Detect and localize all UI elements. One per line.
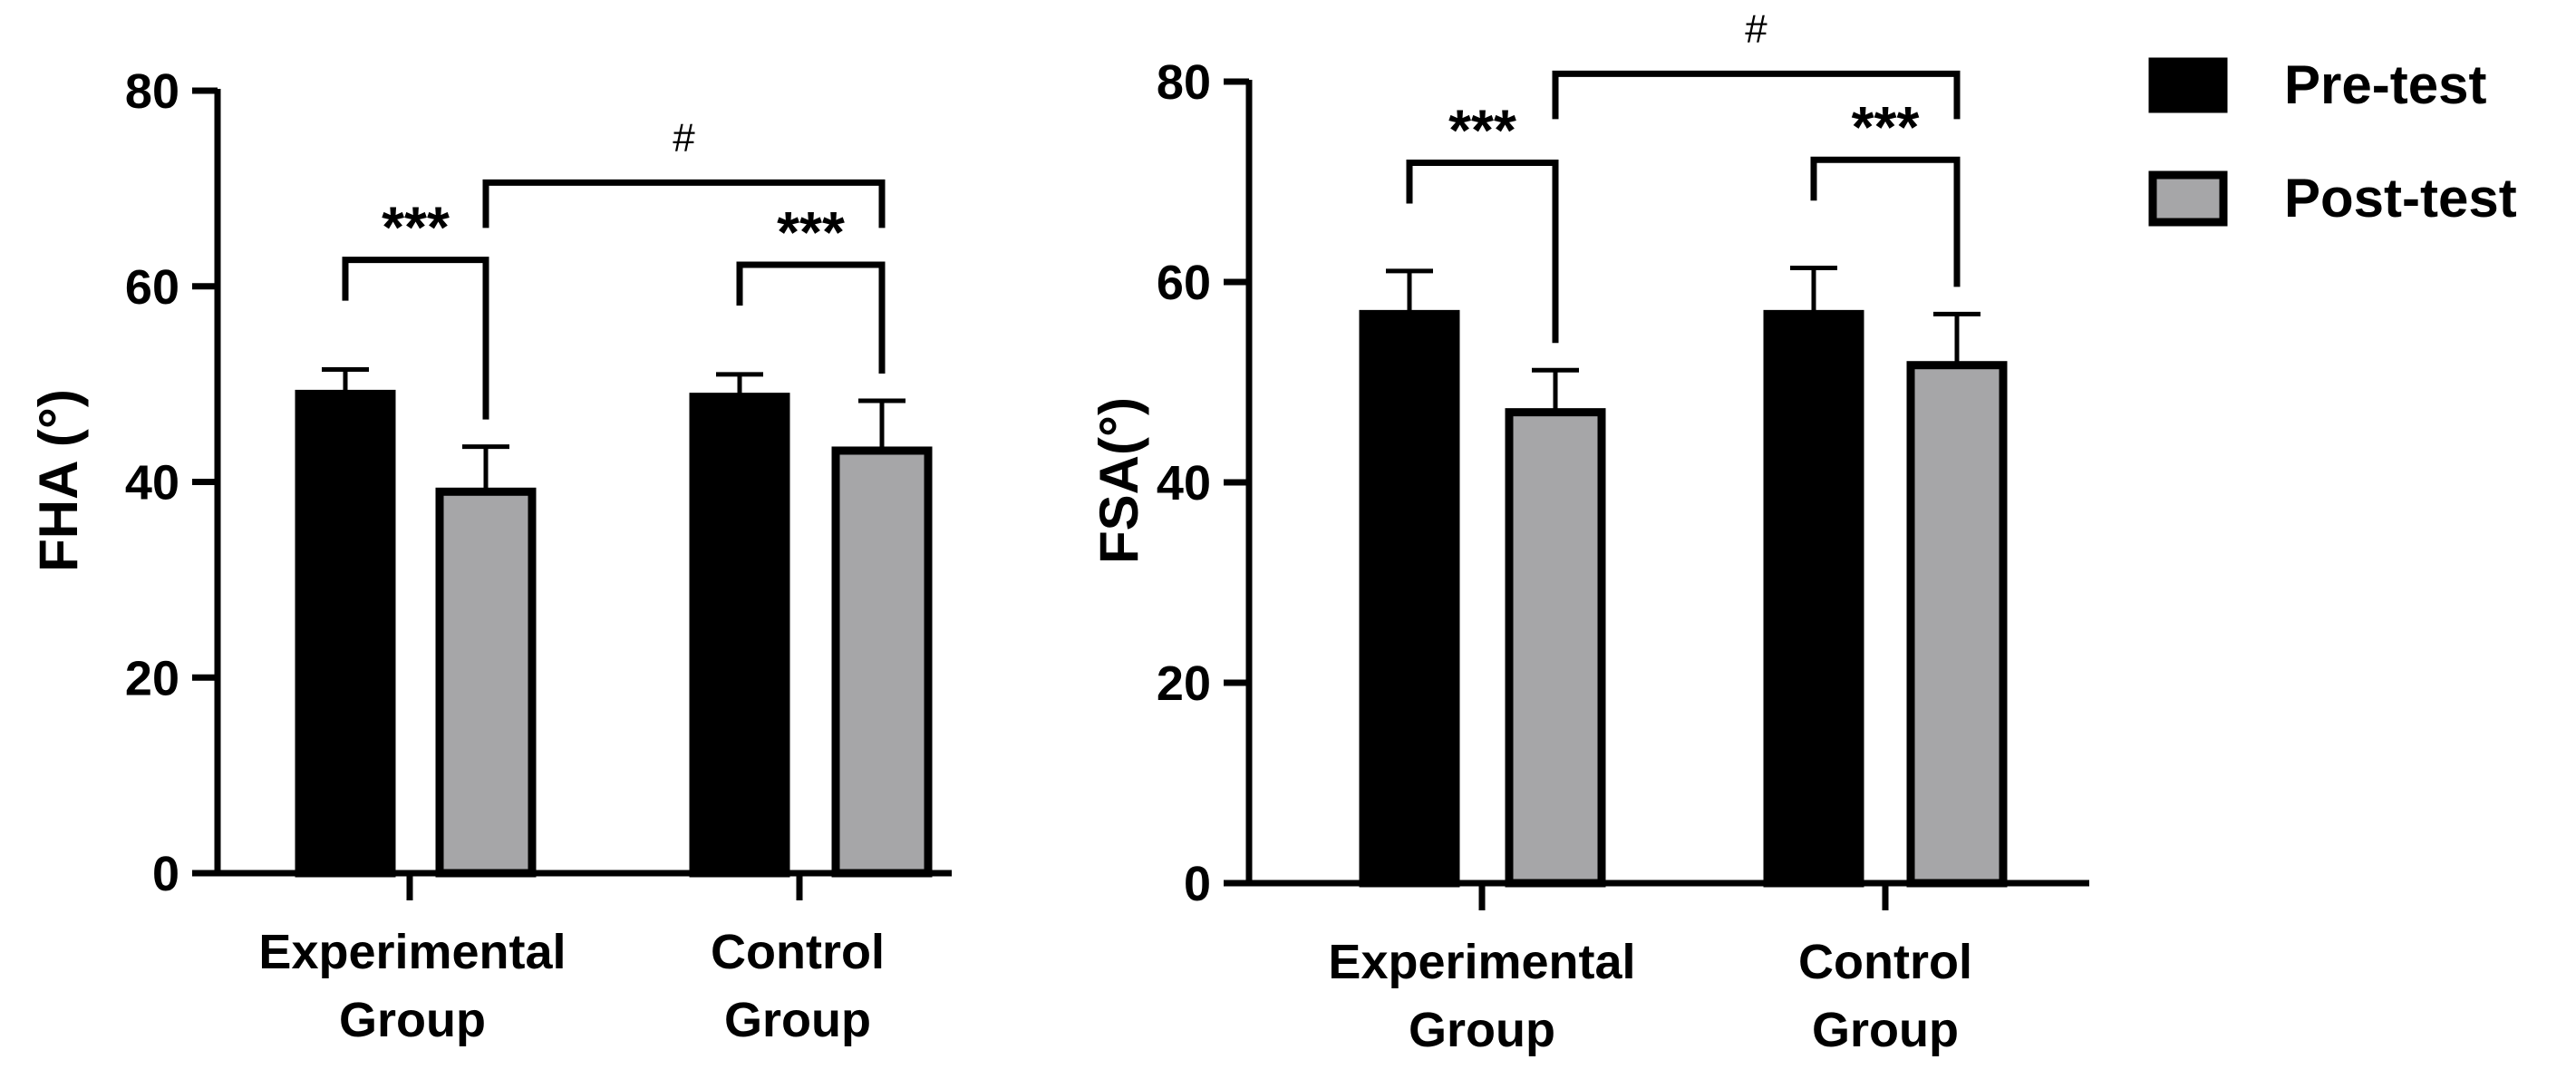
- bar-post-test: [1906, 361, 2008, 888]
- category-label-line1: Control: [1798, 935, 1972, 989]
- significance-bracket: [342, 257, 489, 420]
- significance-bracket: [736, 261, 886, 374]
- legend: Pre-test Post-test: [2148, 54, 2517, 228]
- y-tick-label: 0: [1184, 857, 1211, 911]
- y-tick-label: 0: [152, 847, 179, 901]
- y-tick-label: 60: [1157, 256, 1211, 310]
- y-tick-label: 80: [125, 64, 179, 119]
- bar-pre-test: [689, 393, 790, 878]
- legend-label-post-test: Post-test: [2284, 168, 2517, 228]
- category-label-line1: Experimental: [1328, 935, 1635, 989]
- significance-label: ***: [1852, 94, 1920, 160]
- significance-label: ***: [777, 199, 845, 265]
- bar-post-test: [831, 446, 933, 878]
- between-group-label: #: [1745, 6, 1767, 51]
- y-axis-label: FHA (°): [28, 389, 89, 572]
- y-tick-label: 80: [1157, 55, 1211, 110]
- category-label-line2: Group: [339, 993, 486, 1047]
- category-label-line2: Group: [1812, 1003, 1959, 1057]
- bar-post-test: [1505, 408, 1606, 888]
- bar-post-test: [435, 487, 537, 878]
- bar-pre-test: [1763, 309, 1864, 888]
- y-tick-label: 60: [125, 260, 179, 315]
- legend-swatch-post-test: [2148, 170, 2228, 227]
- y-tick-label: 40: [1157, 456, 1211, 510]
- chart-panel-fsa: 0 20 40 60 80 FSA(°) Experimental Group Control G…: [1089, 6, 2089, 1057]
- category-label-line1: Control: [711, 925, 885, 979]
- bar-pre-test: [1359, 309, 1460, 888]
- category-label-line2: Group: [1409, 1003, 1555, 1057]
- chart-panel-fha: 0 20 40 60 80 FHA (°) Experimental Group Control…: [28, 64, 952, 1047]
- category-label-line2: Group: [724, 993, 871, 1047]
- y-tick-label: 20: [125, 651, 179, 705]
- significance-label: ***: [1448, 98, 1516, 163]
- legend-swatch-pre-test: [2148, 57, 2228, 113]
- legend-label-pre-test: Pre-test: [2284, 54, 2486, 115]
- bar-pre-test: [295, 389, 396, 878]
- y-axis-label: FSA(°): [1089, 397, 1149, 564]
- between-group-bracket: [482, 179, 886, 228]
- between-group-label: #: [673, 115, 695, 160]
- category-label-line1: Experimental: [258, 925, 566, 979]
- significance-label: ***: [382, 195, 450, 260]
- y-tick-label: 20: [1157, 656, 1211, 711]
- significance-bracket: [1406, 160, 1559, 344]
- between-group-bracket: [1552, 70, 1961, 120]
- significance-bracket: [1810, 156, 1961, 287]
- y-tick-label: 40: [125, 456, 179, 510]
